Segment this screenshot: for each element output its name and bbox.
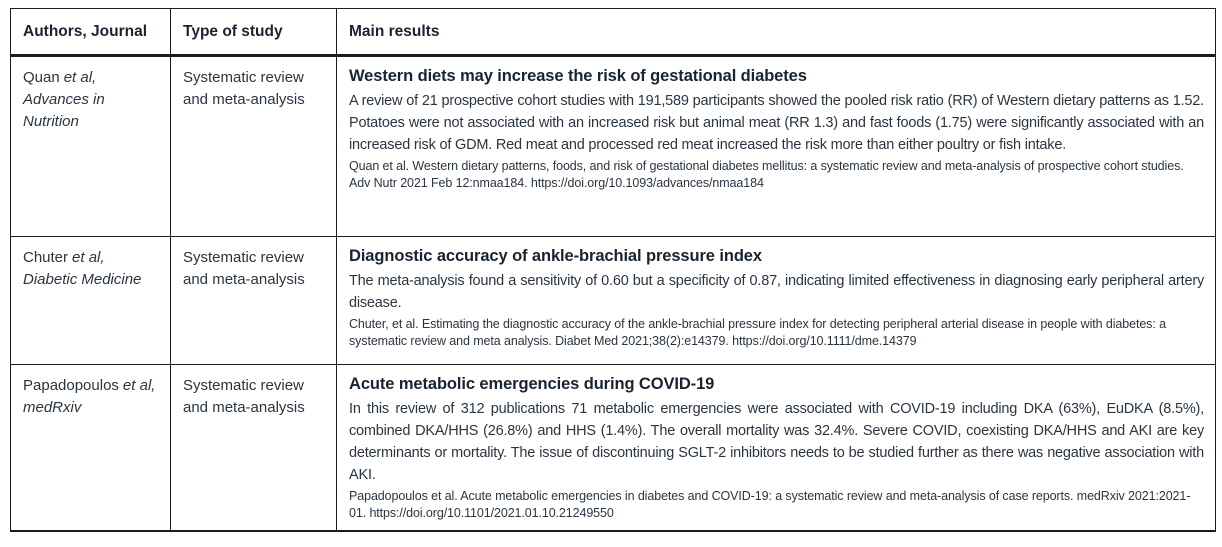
authors-journal-cell: Quan et al, Advances in Nutrition [11, 56, 171, 237]
main-results-cell: Diagnostic accuracy of ankle-brachial pr… [336, 236, 1216, 365]
result-title: Acute metabolic emergencies during COVID… [349, 375, 715, 393]
journal-name: medRxiv [23, 399, 82, 416]
author-name: Quan [23, 69, 60, 86]
result-citation: Quan et al. Western dietary patterns, fo… [349, 159, 1184, 190]
table-row: Quan et al, Advances in Nutrition Systema… [11, 55, 1216, 237]
studies-table: Authors, Journal Type of study Main resu… [10, 8, 1216, 532]
result-title: Diagnostic accuracy of ankle-brachial pr… [349, 247, 762, 265]
authors-journal-cell: Papadopoulos et al, medRxiv [11, 365, 171, 532]
et-al-label: et al, [72, 249, 105, 266]
result-summary: In this review of 312 publications 71 me… [349, 401, 1204, 483]
author-name: Papadopoulos [23, 377, 119, 394]
col-header-authors-journal: Authors, Journal [10, 8, 171, 57]
journal-digest-page: Authors, Journal Type of study Main resu… [10, 8, 1216, 532]
col-header-main-results: Main results [336, 8, 1216, 57]
study-type-cell: Systematic review and meta-analysis [170, 236, 337, 365]
table-header-row: Authors, Journal Type of study Main resu… [10, 8, 1216, 57]
result-summary: The meta-analysis found a sensitivity of… [349, 273, 1204, 311]
result-citation: Chuter, et al. Estimating the diagnostic… [349, 317, 1166, 348]
table-row: Chuter et al, Diabetic Medicine Systemati… [10, 236, 1216, 365]
result-title: Western diets may increase the risk of g… [349, 67, 807, 85]
author-name: Chuter [23, 249, 69, 266]
journal-name: Diabetic Medicine [23, 271, 142, 288]
et-al-label: et al, [63, 69, 97, 86]
main-results-cell: Western diets may increase the risk of g… [336, 55, 1216, 237]
result-citation: Papadopoulos et al. Acute metabolic emer… [349, 489, 1191, 520]
et-al-label: et al, [122, 377, 156, 394]
col-header-type-of-study: Type of study [170, 8, 337, 57]
authors-journal-cell: Chuter et al, Diabetic Medicine [11, 237, 171, 365]
result-summary: A review of 21 prospective cohort studie… [349, 93, 1204, 153]
study-type-cell: Systematic review and meta-analysis [170, 55, 337, 237]
journal-name: Advances in Nutrition [23, 91, 105, 130]
study-type-cell: Systematic review and meta-analysis [170, 364, 337, 531]
main-results-cell: Acute metabolic emergencies during COVID… [336, 364, 1216, 531]
table-row: Papadopoulos et al, medRxiv Systematic re… [10, 364, 1216, 532]
